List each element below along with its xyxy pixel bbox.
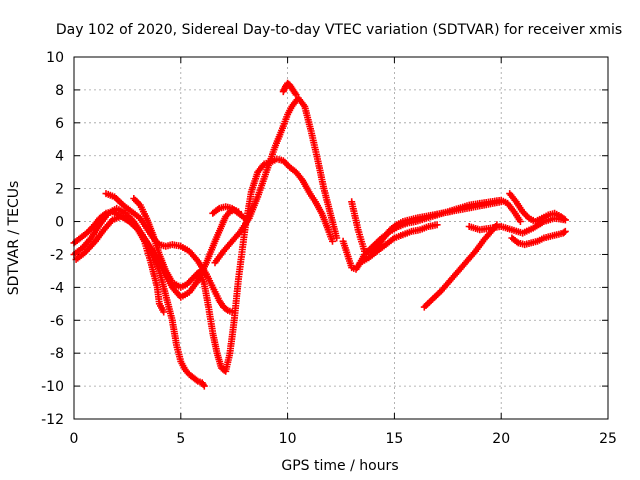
y-tick-label: -4 bbox=[50, 280, 64, 296]
series-arc-6 bbox=[211, 94, 341, 267]
y-tick-label: -6 bbox=[50, 313, 64, 329]
y-tick-label: -10 bbox=[41, 379, 64, 395]
data-point-markers bbox=[209, 203, 249, 222]
data-point-markers bbox=[356, 221, 441, 267]
plot-frame bbox=[73, 56, 609, 420]
series-arc-15 bbox=[506, 190, 569, 225]
data-point-markers bbox=[465, 214, 569, 237]
grid-layer bbox=[74, 57, 608, 419]
x-tick-label: 20 bbox=[492, 431, 510, 447]
data-point-markers bbox=[348, 198, 505, 257]
x-tick-label: 5 bbox=[176, 431, 185, 447]
y-tick-label: -2 bbox=[50, 247, 64, 263]
data-point-markers bbox=[130, 155, 336, 375]
series-arc-14 bbox=[508, 227, 569, 249]
chart-title: Day 102 of 2020, Sidereal Day-to-day VTE… bbox=[56, 22, 622, 38]
y-tick-label: 6 bbox=[55, 116, 64, 132]
y-tick-label: 2 bbox=[55, 182, 64, 198]
x-tick-label: 25 bbox=[599, 431, 617, 447]
data-point-markers bbox=[211, 94, 341, 267]
series-arc-10 bbox=[348, 198, 505, 257]
series-arc-13 bbox=[465, 214, 569, 237]
y-tick-label: 4 bbox=[55, 149, 64, 165]
y-tick-label: 10 bbox=[46, 50, 64, 66]
series-arc-12 bbox=[420, 221, 501, 311]
series-arc-11 bbox=[356, 221, 441, 267]
y-tick-label: -8 bbox=[50, 346, 64, 362]
data-point-markers bbox=[506, 190, 569, 225]
data-point-markers bbox=[420, 221, 501, 311]
data-point-markers bbox=[279, 79, 300, 99]
x-tick-label: 10 bbox=[279, 431, 297, 447]
y-tick-label: -12 bbox=[41, 412, 64, 428]
tick-layer: 0 5 10 15 20 25 -12 -10 -8 -6 -4 -2 0 2 4 6 8 10 bbox=[41, 50, 617, 447]
data-point-markers bbox=[508, 227, 569, 249]
data-layer bbox=[70, 79, 569, 390]
x-tick-label: 15 bbox=[385, 431, 403, 447]
x-axis-title: GPS time / hours bbox=[281, 458, 398, 474]
y-tick-label: 8 bbox=[55, 83, 64, 99]
series-arc-8 bbox=[209, 203, 249, 222]
x-tick-label: 0 bbox=[70, 431, 79, 447]
y-tick-label: 0 bbox=[55, 215, 64, 231]
series-arc-7 bbox=[279, 79, 300, 99]
series-arc-5 bbox=[130, 155, 336, 375]
y-axis-title: SDTVAR / TECUs bbox=[6, 181, 22, 296]
